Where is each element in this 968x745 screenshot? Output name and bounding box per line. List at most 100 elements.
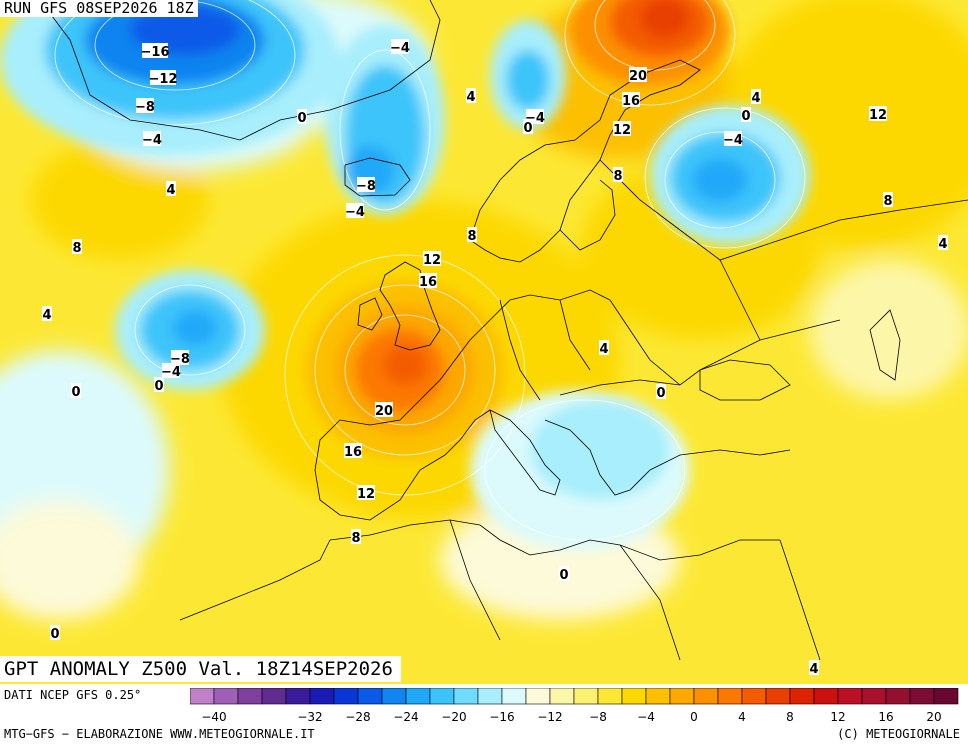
color-bar-tick: −28 <box>345 710 370 724</box>
contour-label-bg <box>466 88 476 103</box>
contour-label-bg <box>346 203 364 218</box>
contour-labels: −16−12−8−4−404−4020161240−4128−8−4488121… <box>42 39 948 677</box>
contour-label-bg <box>143 131 161 146</box>
contour-label-bg <box>154 377 164 392</box>
color-swatch <box>381 688 407 705</box>
footer-copyright: (C) METEOGIORNALE <box>837 727 960 741</box>
color-swatch <box>501 688 527 705</box>
color-swatch <box>861 688 887 705</box>
contour-label-bg <box>50 625 60 640</box>
color-swatch <box>741 688 767 705</box>
contour-label-bg <box>162 363 180 378</box>
contour-label: 4 <box>938 237 947 252</box>
contour-label-bg <box>938 235 948 250</box>
contour-label: 8 <box>72 241 81 256</box>
contour-label: 4 <box>599 342 608 357</box>
contour-label-bg <box>613 167 623 182</box>
color-swatch <box>237 688 263 705</box>
contour-label: 0 <box>50 627 59 642</box>
map-canvas: −16−12−8−4−404−4020161240−4128−8−4488121… <box>0 0 968 684</box>
contour-label: 8 <box>467 229 476 244</box>
contour-label-bg <box>142 43 168 58</box>
contour-label: 0 <box>297 111 306 126</box>
contour-label-bg <box>809 660 819 675</box>
color-swatch <box>405 688 431 705</box>
anomaly-map: −16 −12 −8 −4 −4 0 4 −4 0 20 16 12 4 0 −4 12 8 −8 −4 4 8 8 12 1… <box>0 0 968 684</box>
field-anomalies <box>0 0 810 550</box>
contour-label-bg <box>42 306 52 321</box>
contour-label: 12 <box>869 108 887 123</box>
contour-label-bg <box>724 131 742 146</box>
contour-label: 8 <box>883 194 892 209</box>
coastlines <box>39 0 968 661</box>
contour-label: 0 <box>741 109 750 124</box>
color-swatch <box>717 688 743 705</box>
color-swatch <box>261 688 287 705</box>
color-bar-tick: −20 <box>441 710 466 724</box>
contour-label-bg <box>629 67 647 82</box>
contour-label: 12 <box>357 487 375 502</box>
contour-label: 4 <box>466 90 475 105</box>
contour-label: 0 <box>559 568 568 583</box>
color-bar-tick: −40 <box>201 710 226 724</box>
color-swatch <box>765 688 791 705</box>
contour-label: 16 <box>622 94 640 109</box>
color-swatch <box>285 688 311 705</box>
map-title: GPT ANOMALY Z500 Val. 18Z14SEP2026 <box>0 656 401 682</box>
color-bar-tick: 8 <box>786 710 794 724</box>
color-swatch <box>213 688 239 705</box>
color-swatch <box>693 688 719 705</box>
color-swatch <box>933 688 959 705</box>
contour-label-bg <box>351 529 361 544</box>
contour-label: −4 <box>390 41 410 56</box>
color-bar-tick: −4 <box>637 710 655 724</box>
color-swatch <box>453 688 479 705</box>
color-swatch <box>813 688 839 705</box>
contour-label-bg <box>344 443 362 458</box>
contour-label-bg <box>869 106 887 121</box>
color-swatch <box>597 688 623 705</box>
color-bar-tick: 16 <box>878 710 893 724</box>
contour-label-bg <box>741 107 751 122</box>
contour-label: −12 <box>149 72 178 87</box>
contour-label: 8 <box>351 531 360 546</box>
contour-label: 4 <box>809 662 818 677</box>
color-swatch <box>190 688 215 705</box>
contour-label: 12 <box>613 123 631 138</box>
color-swatch <box>837 688 863 705</box>
footer-credit: MTG−GFS − ELABORAZIONE WWW.METEOGIORNALE… <box>4 727 315 741</box>
contour-label-bg <box>656 384 666 399</box>
contour-label: −4 <box>723 133 743 148</box>
contour-label-bg <box>391 39 409 54</box>
color-bar: −40−32−28−24−20−16−12−8−4048121620242832… <box>190 688 959 724</box>
color-swatch <box>789 688 815 705</box>
contour-label: 0 <box>154 379 163 394</box>
contour-label: 4 <box>42 308 51 323</box>
contour-label: −16 <box>141 45 170 60</box>
data-source: DATI NCEP GFS 0.25° <box>4 688 142 702</box>
contour-label-bg <box>751 89 761 104</box>
contour-lines <box>54 0 806 541</box>
color-bar-tick: 0 <box>690 710 698 724</box>
color-bar-tick: −24 <box>393 710 418 724</box>
contour-label-bg <box>613 121 631 136</box>
contour-label: 0 <box>71 385 80 400</box>
contour-label: 20 <box>629 69 647 84</box>
contour-label-bg <box>419 273 437 288</box>
color-bar-tick: 4 <box>738 710 746 724</box>
contour-label-bg <box>71 383 81 398</box>
contour-label: −4 <box>142 133 162 148</box>
contour-label: 16 <box>344 445 362 460</box>
color-swatch <box>645 688 671 705</box>
contour-label: 0 <box>523 121 532 136</box>
color-swatch <box>621 688 647 705</box>
color-swatch <box>909 688 935 705</box>
contour-label: 4 <box>166 183 175 198</box>
contour-label-bg <box>72 239 82 254</box>
contour-label-bg <box>357 177 375 192</box>
color-swatch <box>333 688 359 705</box>
contour-label-bg <box>375 402 393 417</box>
contour-label-bg <box>136 98 154 113</box>
contour-label-bg <box>150 70 176 85</box>
color-bar-tick: 12 <box>830 710 845 724</box>
